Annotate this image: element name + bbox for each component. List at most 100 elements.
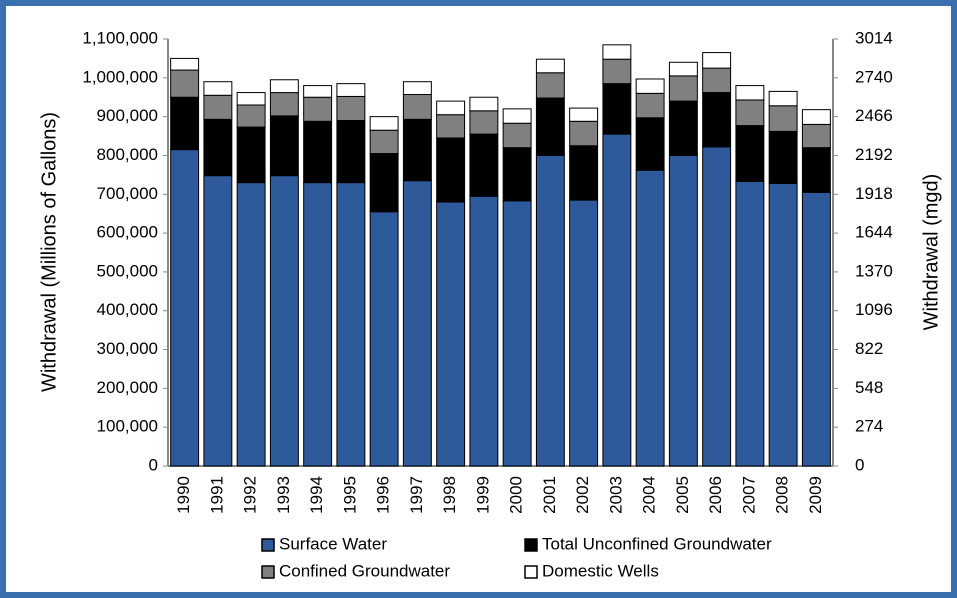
x-tick-label: 2001 [540, 476, 559, 514]
bar-segment [668, 61, 698, 77]
bar-segment [236, 182, 266, 467]
bar-segment [502, 108, 532, 124]
x-tick-label: 1998 [440, 476, 459, 514]
bar-segment [768, 90, 798, 107]
y2-tick-label: 274 [855, 417, 883, 436]
bar-segment [170, 57, 200, 71]
y-tick-label: 1,000,000 [82, 67, 158, 86]
bar-segment [535, 58, 565, 74]
x-tick-label: 1991 [207, 476, 226, 514]
bar-segment [170, 69, 200, 98]
bar-segment [702, 146, 732, 467]
x-tick-label: 1996 [374, 476, 393, 514]
bar-segment [801, 191, 831, 467]
bar-segment [303, 120, 333, 184]
bar-segment [436, 137, 466, 203]
x-tick-label: 1997 [407, 476, 426, 514]
x-tick-label: 1992 [241, 476, 260, 514]
bar-segment [303, 85, 333, 98]
bar-segment [735, 125, 765, 182]
x-tick-label: 2007 [739, 476, 758, 514]
y2-tick-label: 1096 [855, 300, 893, 319]
y-tick-label: 800,000 [97, 145, 158, 164]
bar-segment [436, 201, 466, 467]
bar-segment [668, 100, 698, 156]
y2-tick-label: 3014 [855, 28, 893, 47]
bar-segment [735, 180, 765, 467]
bar-segment [336, 95, 366, 122]
legend-label: Confined Groundwater [279, 561, 450, 580]
bar-segment [236, 104, 266, 128]
legend-label: Surface Water [279, 534, 387, 553]
y2-tick-label: 548 [855, 378, 883, 397]
bar-segment [469, 96, 499, 112]
bar-segment [702, 52, 732, 69]
bar-segment [535, 97, 565, 156]
legend-swatch [524, 538, 538, 552]
bar-segment [236, 126, 266, 184]
legend-swatch [261, 565, 275, 579]
bar-segment [602, 83, 632, 135]
bar-segment [469, 133, 499, 197]
bar-segment [336, 182, 366, 467]
bar-segment [402, 94, 432, 120]
bar-segment [768, 130, 798, 184]
bar-segment [203, 94, 233, 120]
y-tick-label: 0 [149, 455, 158, 474]
bar-segment [702, 92, 732, 148]
bar-segment [236, 92, 266, 106]
bar-segment [203, 118, 233, 177]
bar-segment [369, 153, 399, 213]
bar-segment [602, 58, 632, 85]
bar-segment [768, 105, 798, 132]
bar-segment [402, 180, 432, 467]
bar-segment [303, 182, 333, 467]
legend-label: Total Unconfined Groundwater [542, 534, 772, 553]
bar-segment [635, 117, 665, 171]
bar-segment [402, 81, 432, 96]
bar-segment [535, 72, 565, 99]
bar-segment [303, 96, 333, 122]
x-tick-label: 2006 [706, 476, 725, 514]
y-tick-label: 400,000 [97, 300, 158, 319]
bar-segment [269, 92, 299, 117]
bar-segment [569, 145, 599, 201]
bar-segment [469, 110, 499, 135]
bar-segment [203, 81, 233, 96]
y-tick-label: 300,000 [97, 339, 158, 358]
x-tick-label: 2005 [673, 476, 692, 514]
x-tick-label: 2000 [507, 476, 526, 514]
x-tick-label: 2008 [773, 476, 792, 514]
y2-tick-label: 2192 [855, 145, 893, 164]
bar-segment [502, 200, 532, 467]
bar-segment [369, 211, 399, 467]
x-tick-label: 1994 [307, 476, 326, 514]
bar-segment [336, 120, 366, 184]
bar-segment [602, 44, 632, 60]
x-tick-label: 1990 [174, 476, 193, 514]
y-tick-label: 500,000 [97, 261, 158, 280]
bar-segment [702, 67, 732, 94]
bar-segment [635, 169, 665, 467]
x-tick-label: 1993 [274, 476, 293, 514]
bar-segment [269, 175, 299, 467]
bar-segment [735, 99, 765, 127]
x-tick-label: 1999 [473, 476, 492, 514]
bar-segment [569, 107, 599, 122]
bar-segment [635, 78, 665, 94]
y2-tick-label: 1370 [855, 261, 893, 280]
y-tick-label: 1,100,000 [82, 28, 158, 47]
bar-segment [569, 120, 599, 147]
bar-segment [436, 100, 466, 116]
bar-segment [369, 129, 399, 155]
x-tick-label: 2004 [640, 476, 659, 514]
y-tick-label: 100,000 [97, 417, 158, 436]
legend-swatch [261, 538, 275, 552]
y-axis-label: Withdrawal (Millions of Gallons) [38, 112, 60, 392]
x-tick-label: 1995 [340, 476, 359, 514]
y2-tick-label: 1644 [855, 223, 893, 242]
y-tick-label: 200,000 [97, 378, 158, 397]
bar-segment [801, 109, 831, 125]
